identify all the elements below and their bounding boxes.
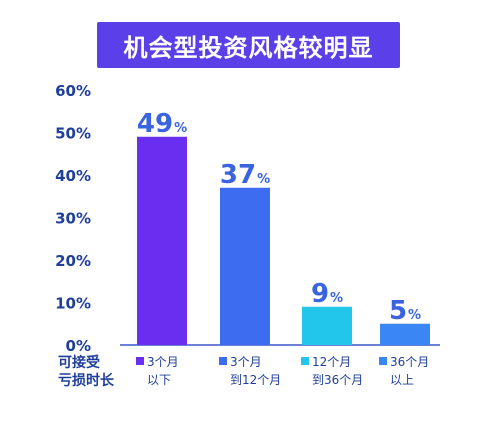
y-tick-label: 10%	[55, 295, 91, 313]
x-axis-title-line: 亏损时长	[58, 372, 115, 389]
bar-value-label: 5%	[389, 296, 421, 326]
legend-swatch	[379, 357, 387, 365]
y-tick-label: 30%	[55, 210, 91, 228]
category-label-line: 到36个月	[312, 373, 363, 387]
category-label-line: 以下	[147, 373, 171, 387]
bar	[302, 306, 352, 345]
title-banner: 机会型投资风格较明显	[97, 22, 400, 68]
legend-swatch	[136, 357, 144, 365]
bar-value-label: 49%	[137, 109, 187, 139]
category-label-line: 36个月	[390, 355, 429, 369]
bar	[220, 187, 270, 345]
legend-swatch	[301, 357, 309, 365]
category-label-line: 以上	[390, 373, 414, 387]
category-label-line: 12个月	[312, 355, 351, 369]
bar-value-label: 37%	[220, 160, 270, 190]
y-tick-label: 0%	[66, 337, 91, 355]
category-label-line: 3个月	[230, 355, 262, 369]
bar	[380, 323, 430, 345]
y-tick-label: 40%	[55, 167, 91, 185]
category-label-line: 到12个月	[230, 373, 281, 387]
bar-value-label: 9%	[311, 279, 343, 309]
y-tick-label: 60%	[55, 82, 91, 100]
x-axis-title-line: 可接受	[58, 354, 100, 371]
bar	[137, 136, 187, 345]
chart-title: 机会型投资风格较明显	[123, 33, 374, 62]
y-tick-label: 20%	[55, 252, 91, 270]
category-label-line: 3个月	[147, 355, 179, 369]
legend-swatch	[219, 357, 227, 365]
y-tick-label: 50%	[55, 125, 91, 143]
